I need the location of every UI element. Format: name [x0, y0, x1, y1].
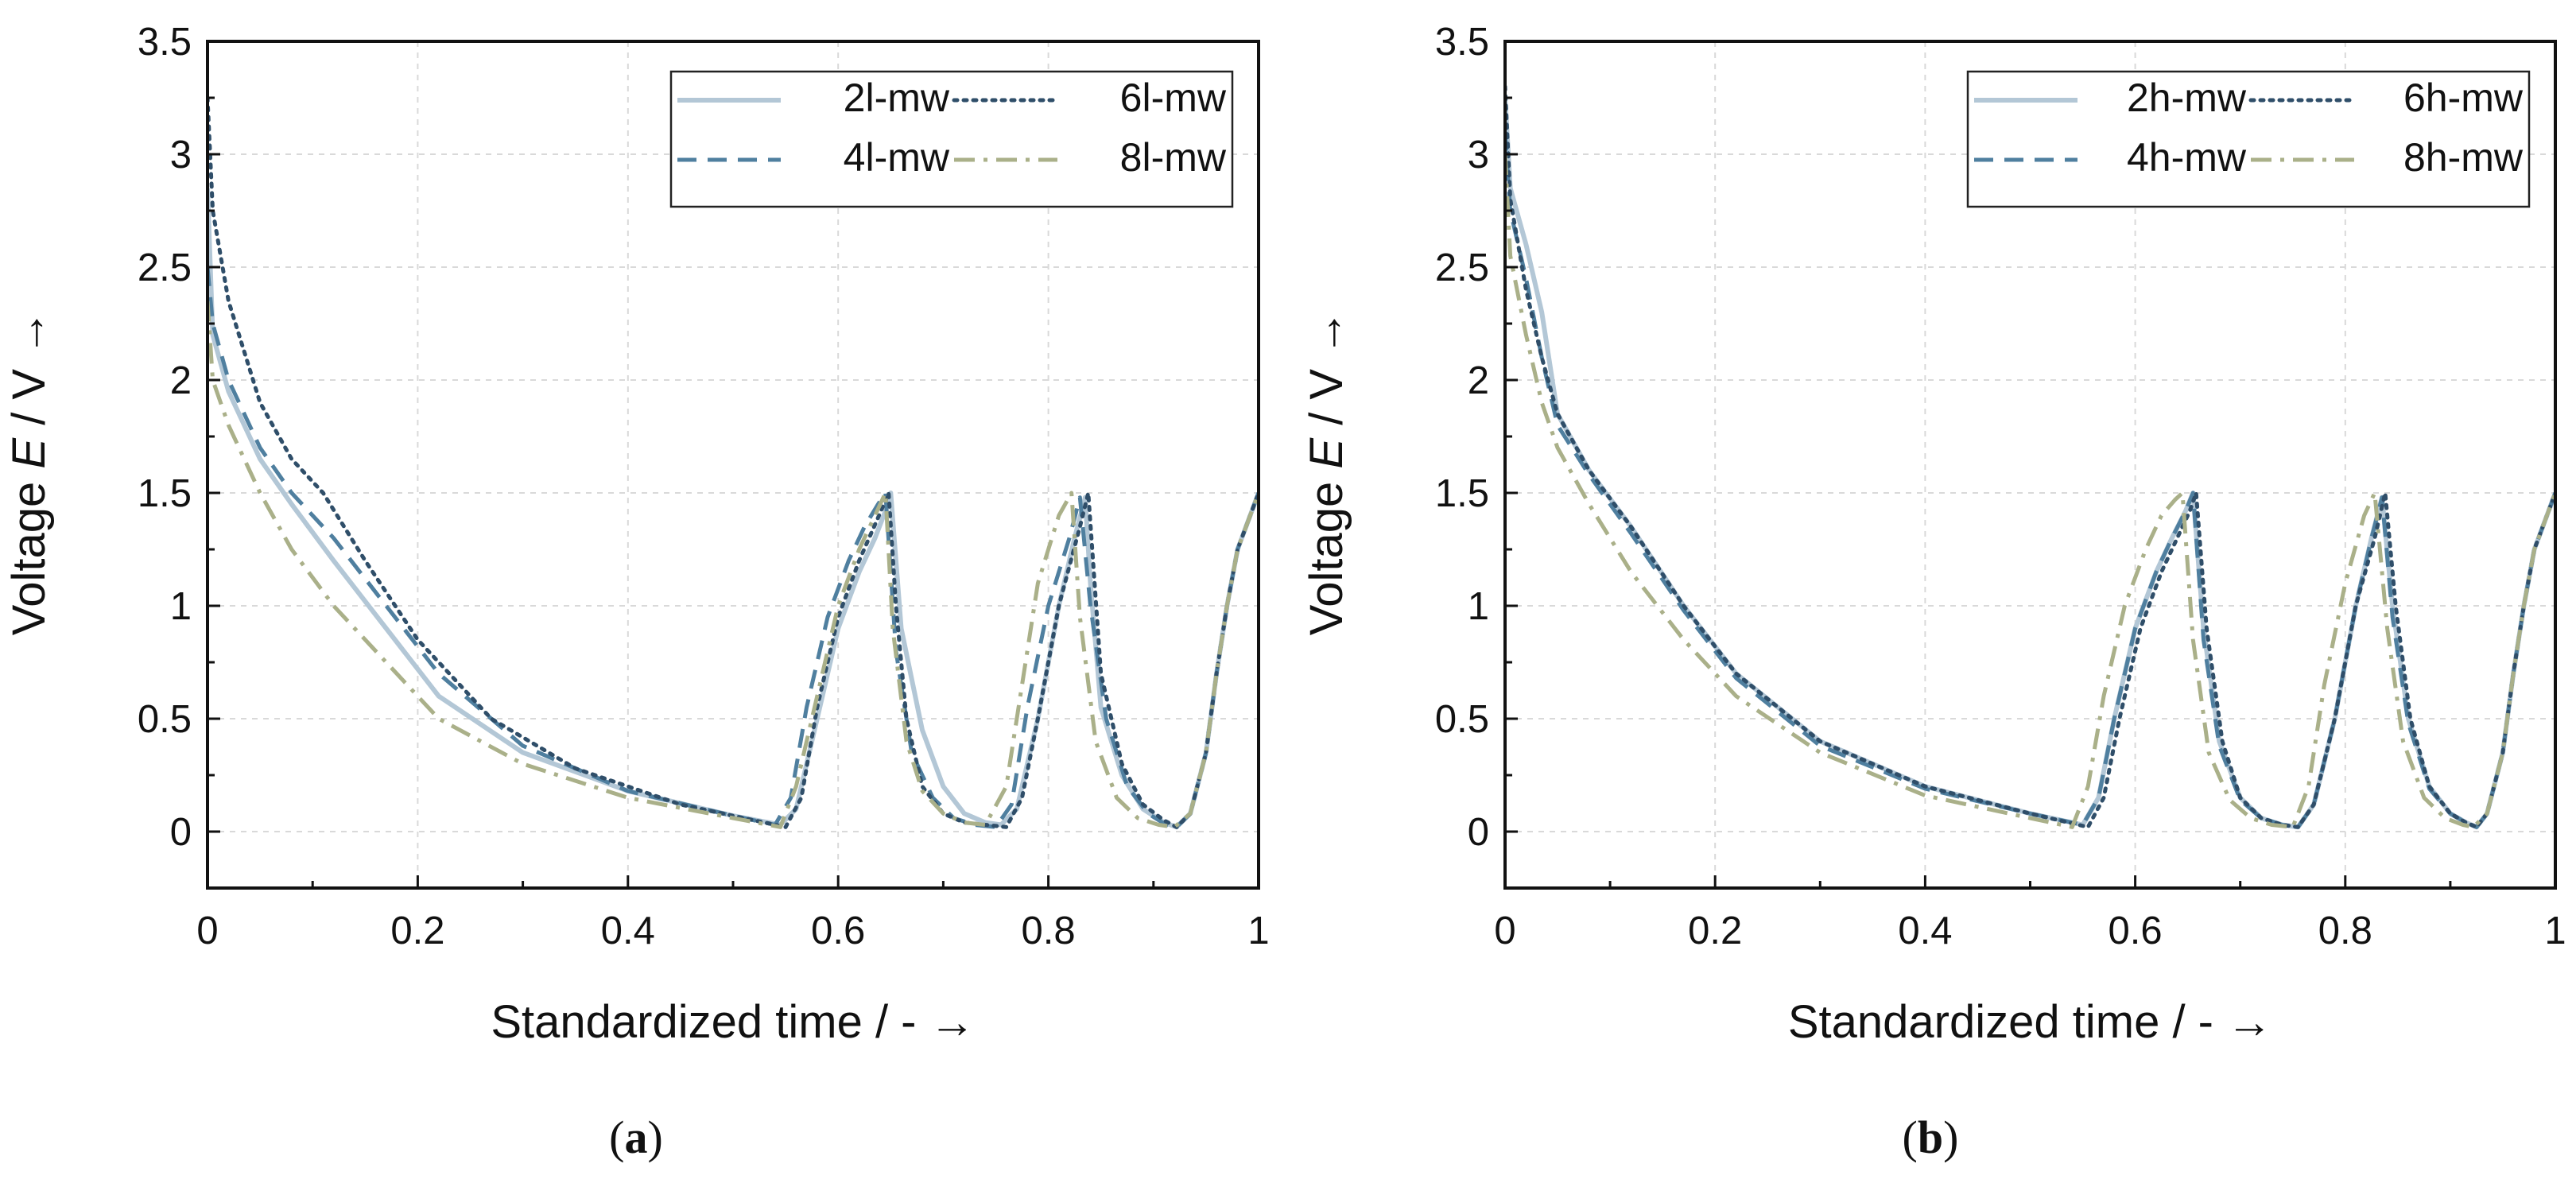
series-line-4l-mw [208, 266, 1259, 829]
series-line-2l-mw [208, 188, 1259, 830]
x-tick-label: 0.6 [811, 910, 865, 952]
series-line-6h-mw [1505, 84, 2555, 829]
x-tick-label: 1 [2544, 910, 2566, 952]
series-line-8h-mw [1505, 153, 2555, 829]
legend-label-6h-mw: 6h-mw [2403, 76, 2524, 120]
x-axis: 0 0.2 0.4 0.6 0.8 1 [1494, 875, 2566, 952]
panel-caption-close: ) [1943, 1111, 1958, 1163]
y-tick-label: 3 [170, 134, 192, 176]
legend-box [669, 70, 1234, 208]
x-tick-label: 1 [1247, 910, 1269, 952]
y-axis-title: Voltage E / V → [1301, 310, 1352, 635]
legend-label-2l-mw: 2l-mw [844, 76, 950, 120]
x-tick-label: 0.2 [390, 910, 444, 952]
series-line-4h-mw [1505, 131, 2555, 829]
chart-panel-a: 0 0.2 0.4 0.6 0.8 1 0 0.5 1 1.5 2 2.5 3 3.5 Standardiz… [3, 21, 1270, 1163]
y-tick-label: 2.5 [1435, 246, 1489, 289]
y-axis: 0 0.5 1 1.5 2 2.5 3 3.5 [1435, 21, 1518, 890]
y-axis-title-suffix: / V → [3, 310, 55, 438]
y-tick-label: 1.5 [1435, 472, 1489, 515]
x-tick-label: 0.4 [601, 910, 655, 952]
legend-box [1966, 70, 2531, 208]
panel-caption-open: ( [1903, 1111, 1918, 1163]
y-tick-label: 3.5 [1435, 21, 1489, 64]
y-axis-title-symbol: E [1301, 437, 1352, 469]
x-tick-label: 0.8 [1022, 910, 1076, 952]
y-tick-label: 1.5 [138, 472, 192, 515]
legend-label-4l-mw: 4l-mw [844, 135, 950, 180]
x-tick-label: 0.6 [2109, 910, 2163, 952]
y-tick-label: 0 [170, 811, 192, 854]
x-tick-label: 0.2 [1688, 910, 1742, 952]
y-axis-title-prefix: Voltage [3, 469, 55, 636]
y-axis: 0 0.5 1 1.5 2 2.5 3 3.5 [138, 21, 220, 890]
y-tick-label: 3.5 [138, 21, 192, 64]
chart-panel-b: 0 0.2 0.4 0.6 0.8 1 0 0.5 1 1.5 2 2.5 3 3.5 Standardiz… [1301, 21, 2566, 1163]
legend-label-2h-mw: 2h-mw [2127, 76, 2247, 120]
x-axis-title: Standardized time / - → [1788, 996, 2272, 1048]
x-tick-label: 0.8 [2318, 910, 2372, 952]
y-axis-title-suffix: / V → [1301, 310, 1352, 438]
legend: 2h-mw 6h-mw 4h-mw 8h-mw [1966, 70, 2531, 208]
y-tick-label: 0 [1468, 811, 1489, 854]
series-lines [208, 95, 1259, 830]
legend-label-6l-mw: 6l-mw [1120, 76, 1227, 120]
x-tick-label: 0 [196, 910, 218, 952]
legend-label-8h-mw: 8h-mw [2403, 135, 2524, 180]
series-line-6l-mw [208, 95, 1259, 829]
x-tick-label: 0 [1494, 910, 1515, 952]
y-tick-label: 3 [1468, 134, 1489, 176]
panel-caption-letter: a [625, 1111, 648, 1163]
x-axis: 0 0.2 0.4 0.6 0.8 1 [196, 875, 1270, 952]
legend-label-4h-mw: 4h-mw [2127, 135, 2247, 180]
panel-caption-close: ) [648, 1111, 663, 1163]
panel-caption: (b) [1903, 1111, 1959, 1163]
panel-caption: (a) [609, 1111, 663, 1163]
legend: 2l-mw 6l-mw 4l-mw 8l-mw [669, 70, 1234, 208]
x-axis-title: Standardized time / - → [491, 996, 975, 1048]
x-tick-label: 0.4 [1898, 910, 1952, 952]
y-tick-label: 0.5 [138, 698, 192, 741]
y-tick-label: 1 [1468, 585, 1489, 628]
y-axis-title-symbol: E [3, 437, 55, 469]
series-lines [1505, 84, 2555, 830]
y-tick-label: 2 [170, 359, 192, 402]
y-tick-label: 1 [170, 585, 192, 628]
y-tick-label: 0.5 [1435, 698, 1489, 741]
panel-caption-letter: b [1918, 1111, 1943, 1163]
y-axis-title-prefix: Voltage [1301, 469, 1352, 636]
y-tick-label: 2 [1468, 359, 1489, 402]
y-axis-title: Voltage E / V → [3, 310, 55, 635]
series-line-8l-mw [208, 301, 1259, 829]
legend-label-8l-mw: 8l-mw [1120, 135, 1227, 180]
y-tick-label: 2.5 [138, 246, 192, 289]
panel-caption-open: ( [609, 1111, 624, 1163]
